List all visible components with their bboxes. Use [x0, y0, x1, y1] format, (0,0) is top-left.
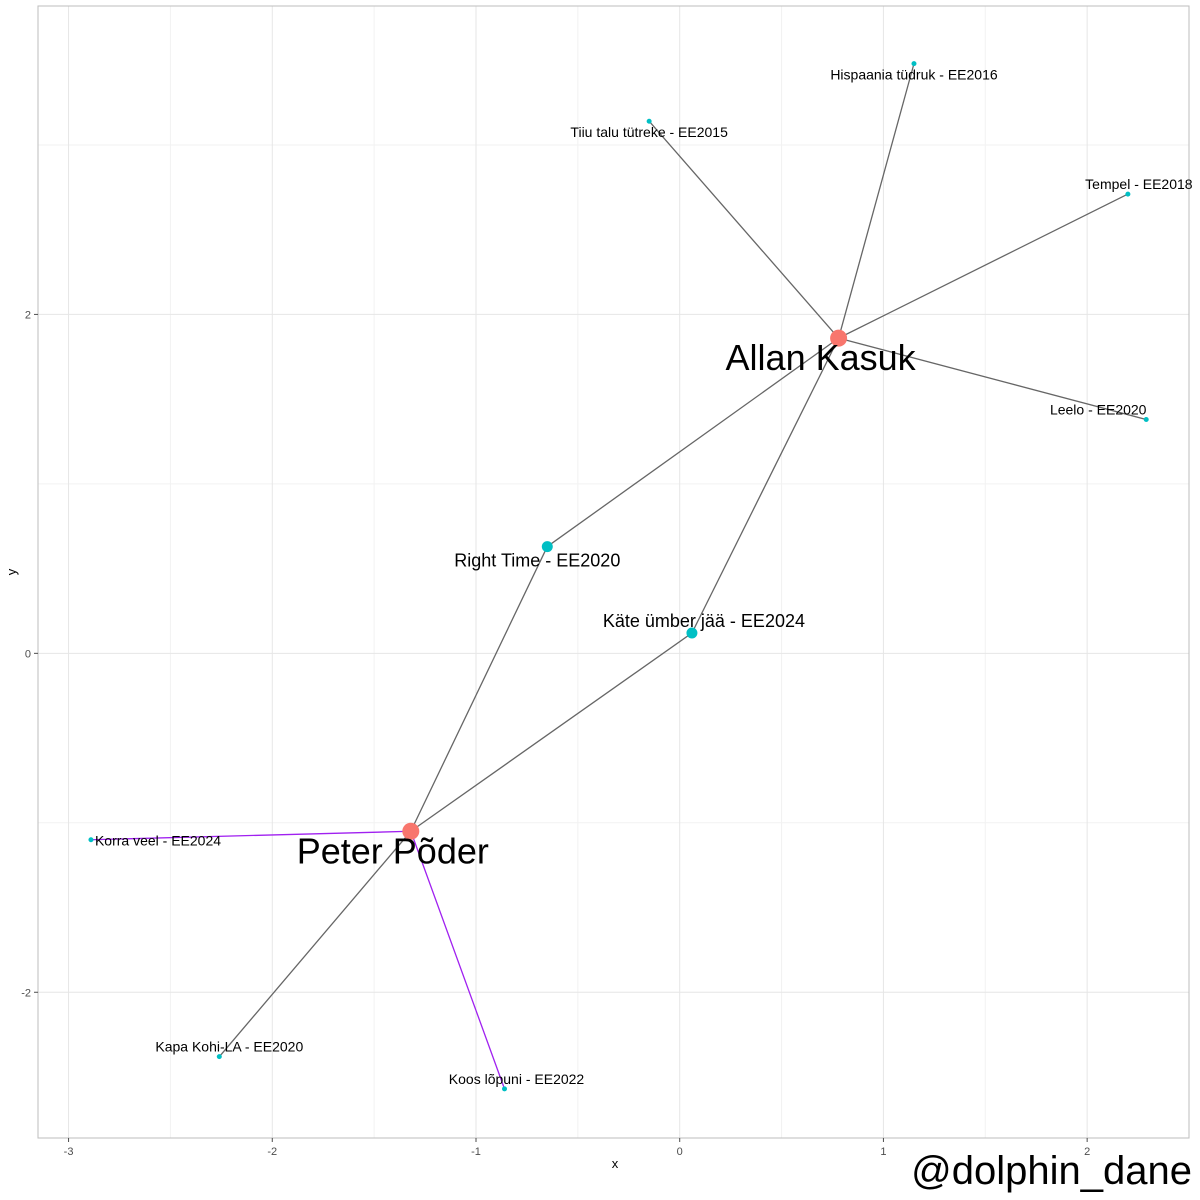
edge-allan-leelo [838, 337, 1147, 421]
node-label-hispaania: Hispaania tüdruk - EE2016 [830, 67, 998, 83]
node-hispaania [911, 61, 917, 67]
edge-allan-tiiu [648, 120, 840, 339]
node-korra [88, 837, 94, 843]
node-label-tempel: Tempel - EE2018 [1085, 176, 1193, 192]
node-kapa [216, 1054, 222, 1060]
edge-allan-right_time [546, 337, 839, 548]
edge-allan-hispaania [837, 63, 915, 339]
node-tempel [1125, 191, 1131, 197]
y-tick-label: 0 [25, 648, 31, 660]
x-tick-label: 2 [1084, 1146, 1090, 1158]
node-label-right_time: Right Time - EE2020 [454, 551, 620, 571]
node-label-peter: Peter Põder [297, 830, 489, 871]
node-label-kate: Käte ümber jää - EE2024 [603, 611, 805, 631]
edges [90, 63, 1147, 1090]
watermark: @dolphin_dane [911, 1149, 1192, 1193]
edge-peter-right_time [410, 546, 548, 832]
node-label-leelo: Leelo - EE2020 [1050, 401, 1147, 417]
node-tiiu [646, 118, 652, 124]
node-right_time [541, 541, 553, 553]
axes: -3 -2 -1 0 1 2 -2 0 2 [21, 309, 1090, 1158]
node-leelo [1143, 416, 1149, 422]
node-koos [502, 1086, 508, 1092]
edge-allan-tempel [838, 193, 1129, 339]
edge-peter-korra [90, 830, 411, 841]
node-label-koos: Koos lõpuni - EE2022 [449, 1071, 585, 1087]
node-kate [686, 627, 698, 639]
node-label-kapa: Kapa Kohi-LA - EE2020 [155, 1039, 303, 1055]
edge-peter-kate [410, 632, 693, 832]
node-peter [402, 822, 420, 840]
node-labels: Allan Kasuk Peter Põder Right Time - EE202… [95, 67, 1193, 1087]
nodes [88, 61, 1149, 1092]
edge-peter-kapa [218, 830, 412, 1058]
node-allan [830, 329, 848, 347]
x-tick-label: 0 [677, 1146, 683, 1158]
plot-panel-border [37, 5, 1190, 1139]
edge-allan-kate [691, 337, 840, 634]
y-tick-label: -2 [21, 987, 31, 999]
y-tick-label: 2 [25, 309, 31, 321]
x-axis-title: x [612, 1156, 619, 1171]
edge-peter-koos [410, 831, 506, 1090]
x-tick-label: -1 [471, 1146, 481, 1158]
node-label-tiiu: Tiiu talu tütreke - EE2015 [570, 124, 728, 140]
y-axis-title: y [4, 568, 19, 575]
node-label-allan: Allan Kasuk [726, 337, 917, 378]
x-tick-label: -2 [267, 1146, 277, 1158]
node-label-korra: Korra veel - EE2024 [95, 833, 221, 849]
x-tick-label: -3 [64, 1146, 74, 1158]
x-tick-label: 1 [880, 1146, 886, 1158]
